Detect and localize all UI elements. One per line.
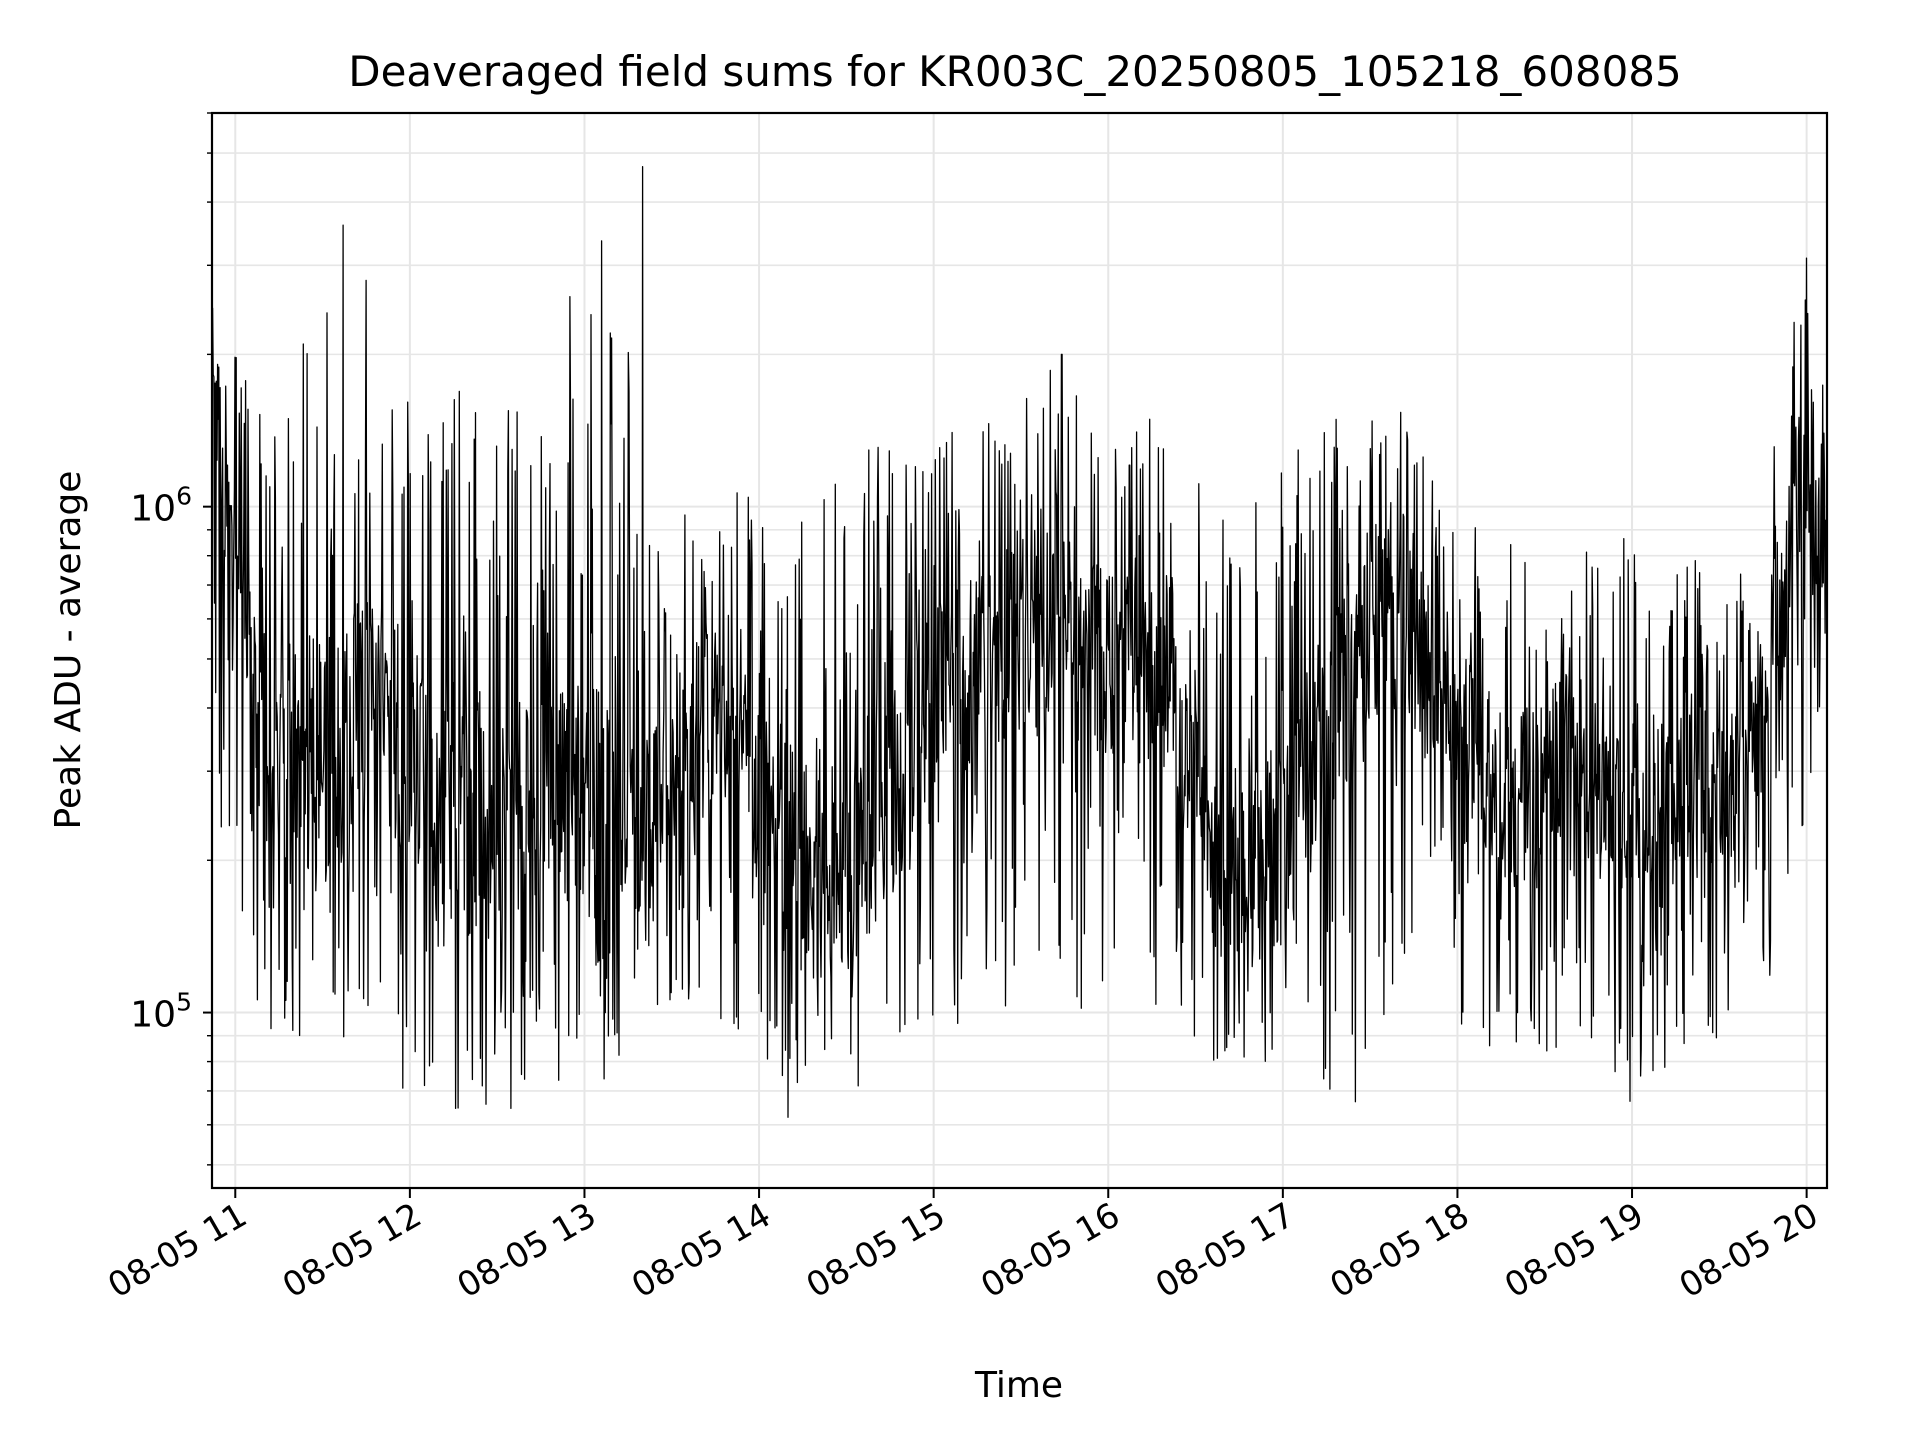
y-axis-ticks: 105 106 [130,112,212,1166]
series-path [211,166,1828,1118]
x-axis-label: Time [974,1365,1063,1406]
y-axis-label: Peak ADU - average [48,471,89,830]
plot-area [210,111,1829,1190]
chart-title: Deaveraged field sums for KR003C_2025080… [348,47,1682,96]
series-line [211,166,1828,1118]
y-tick-label: 105 [130,988,192,1036]
y-tick-label: 106 [130,482,192,530]
